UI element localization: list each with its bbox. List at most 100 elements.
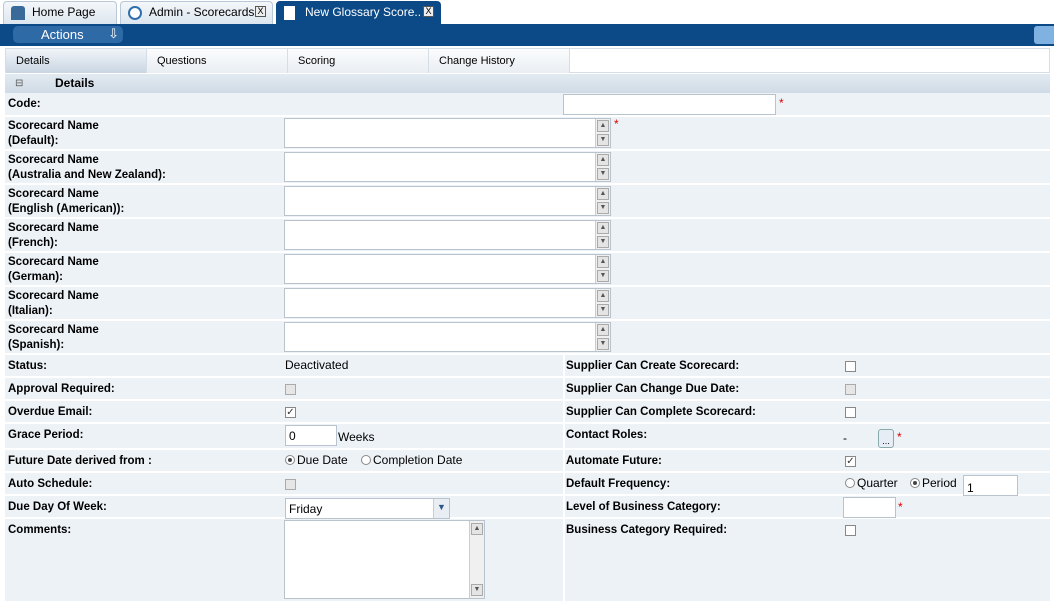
page-tab-admin-scorecards[interactable]: Admin - Scorecards X xyxy=(120,1,273,24)
overdue-email-checkbox[interactable]: ✓ xyxy=(285,407,296,418)
document-icon xyxy=(284,6,295,20)
comments-label: Comments: xyxy=(8,524,72,536)
scroll-up-icon[interactable]: ▲ xyxy=(597,222,609,234)
section-title: Details xyxy=(55,76,95,90)
scorecard-name-textarea[interactable]: ▲ ▼ xyxy=(284,118,611,148)
scrollbar[interactable]: ▲ ▼ xyxy=(595,289,610,317)
status-value: Deactivated xyxy=(285,358,349,372)
collapse-icon[interactable]: ⊟ xyxy=(15,78,24,89)
supplier-change-due-checkbox[interactable] xyxy=(845,384,856,395)
details-form: Code: * Scorecard Name (Default): ▲ ▼ * Scor… xyxy=(5,93,1050,603)
required-marker: * xyxy=(614,117,619,131)
scorecard-name-textarea[interactable]: ▲ ▼ xyxy=(284,322,611,352)
chevron-down-icon[interactable]: ▼ xyxy=(433,499,449,518)
scorecard-name-textarea[interactable]: ▲ ▼ xyxy=(284,186,611,216)
required-marker: * xyxy=(779,96,784,110)
close-tab-icon[interactable]: X xyxy=(423,6,434,17)
scrollbar[interactable]: ▲ ▼ xyxy=(595,221,610,249)
actions-button[interactable]: Actions ⇩ xyxy=(13,26,123,43)
scroll-down-icon[interactable]: ▼ xyxy=(597,270,609,282)
scroll-up-icon[interactable]: ▲ xyxy=(597,188,609,200)
scrollbar[interactable]: ▲ ▼ xyxy=(595,153,610,181)
scroll-down-icon[interactable]: ▼ xyxy=(597,134,609,146)
auto-schedule-checkbox[interactable] xyxy=(285,479,296,490)
grace-period-label: Grace Period: xyxy=(8,429,84,441)
approval-required-checkbox[interactable] xyxy=(285,384,296,395)
label-line2: (Australia and New Zealand): xyxy=(8,169,166,181)
scorecard-name-label: Scorecard Name (German): xyxy=(8,255,99,285)
label-line2: (French): xyxy=(8,237,58,249)
scorecard-name-textarea[interactable]: ▲ ▼ xyxy=(284,220,611,250)
scorecard-name-label: Scorecard Name (Spanish): xyxy=(8,323,99,353)
scroll-up-icon[interactable]: ▲ xyxy=(597,324,609,336)
scorecard-name-label: Scorecard Name (Italian): xyxy=(8,289,99,319)
scroll-down-icon[interactable]: ▼ xyxy=(597,202,609,214)
scroll-up-icon[interactable]: ▲ xyxy=(597,256,609,268)
scroll-up-icon[interactable]: ▲ xyxy=(471,523,483,535)
business-category-required-checkbox[interactable] xyxy=(845,525,856,536)
scroll-down-icon[interactable]: ▼ xyxy=(597,304,609,316)
scrollbar[interactable]: ▲ ▼ xyxy=(595,119,610,147)
scrollbar[interactable]: ▲ ▼ xyxy=(595,323,610,351)
future-date-due-date-radio[interactable]: Due Date xyxy=(285,453,348,467)
grace-period-input[interactable]: 0 xyxy=(285,425,337,446)
automate-future-label: Automate Future: xyxy=(566,455,662,467)
future-date-label: Future Date derived from : xyxy=(8,455,152,467)
radio-icon xyxy=(285,455,295,465)
page-tab-home[interactable]: Home Page xyxy=(3,1,117,24)
label-line1: Scorecard Name xyxy=(8,120,99,132)
scroll-down-icon[interactable]: ▼ xyxy=(471,584,483,596)
frequency-period-radio[interactable]: Period xyxy=(910,476,957,490)
tab-scoring[interactable]: Scoring xyxy=(288,49,429,73)
scroll-down-icon[interactable]: ▼ xyxy=(597,168,609,180)
scrollbar[interactable]: ▲ ▼ xyxy=(595,255,610,283)
scorecard-name-row: Scorecard Name (Default): ▲ ▼ * xyxy=(5,117,1050,151)
scrollbar[interactable]: ▲ ▼ xyxy=(595,187,610,215)
scorecard-name-label: Scorecard Name (French): xyxy=(8,221,99,251)
comments-textarea[interactable]: ▲ ▼ xyxy=(284,520,485,599)
label-line1: Scorecard Name xyxy=(8,256,99,268)
scroll-down-icon[interactable]: ▼ xyxy=(597,338,609,350)
scorecard-name-textarea[interactable]: ▲ ▼ xyxy=(284,152,611,182)
contact-roles-lookup-button[interactable]: ... xyxy=(878,429,894,448)
actions-label: Actions xyxy=(41,27,84,42)
contact-roles-label: Contact Roles: xyxy=(566,429,648,441)
code-input[interactable] xyxy=(563,94,776,115)
scorecard-name-textarea[interactable]: ▲ ▼ xyxy=(284,254,611,284)
code-label: Code: xyxy=(8,98,41,110)
tab-details[interactable]: Details xyxy=(6,49,147,73)
page-tab-new-glossary-scorecard[interactable]: New Glossary Score.. X xyxy=(276,1,441,24)
scrollbar[interactable]: ▲ ▼ xyxy=(469,521,484,598)
frequency-quarter-radio[interactable]: Quarter xyxy=(845,476,898,490)
scroll-up-icon[interactable]: ▲ xyxy=(597,120,609,132)
scorecard-name-label: Scorecard Name (Default): xyxy=(8,119,99,149)
tab-change-history[interactable]: Change History xyxy=(429,49,570,73)
contact-roles-value: - xyxy=(843,431,847,445)
supplier-create-checkbox[interactable] xyxy=(845,361,856,372)
status-row: Status: Deactivated Supplier Can Create … xyxy=(5,355,1050,378)
future-date-completion-date-radio[interactable]: Completion Date xyxy=(361,453,462,467)
level-business-category-input[interactable] xyxy=(843,497,896,518)
details-section-header: ⊟ Details xyxy=(5,74,1050,93)
radio-label: Completion Date xyxy=(373,453,463,467)
label-line2: (German): xyxy=(8,271,63,283)
overdue-row: Overdue Email: ✓ Supplier Can Complete S… xyxy=(5,401,1050,424)
label-line1: Scorecard Name xyxy=(8,324,99,336)
panel-toggle-icon[interactable] xyxy=(1034,26,1054,44)
scroll-up-icon[interactable]: ▲ xyxy=(597,290,609,302)
scroll-down-icon[interactable]: ▼ xyxy=(597,236,609,248)
frequency-period-input[interactable]: 1 xyxy=(963,475,1018,496)
business-category-required-label: Business Category Required: xyxy=(566,524,728,536)
due-day-select[interactable]: Friday ▼ xyxy=(285,498,450,519)
close-tab-icon[interactable]: X xyxy=(255,6,266,17)
page-tab-bar: Home Page Admin - Scorecards X New Gloss… xyxy=(0,0,1054,24)
comments-row: Comments: ▲ ▼ Business Category Required: xyxy=(5,519,1050,603)
supplier-complete-checkbox[interactable] xyxy=(845,407,856,418)
scorecard-name-textarea[interactable]: ▲ ▼ xyxy=(284,288,611,318)
overdue-email-label: Overdue Email: xyxy=(8,406,93,418)
label-line2: (Spanish): xyxy=(8,339,65,351)
tab-questions[interactable]: Questions xyxy=(147,49,288,73)
automate-future-checkbox[interactable]: ✓ xyxy=(845,456,856,467)
detail-tabs: Details Questions Scoring Change History xyxy=(5,48,1050,73)
scroll-up-icon[interactable]: ▲ xyxy=(597,154,609,166)
